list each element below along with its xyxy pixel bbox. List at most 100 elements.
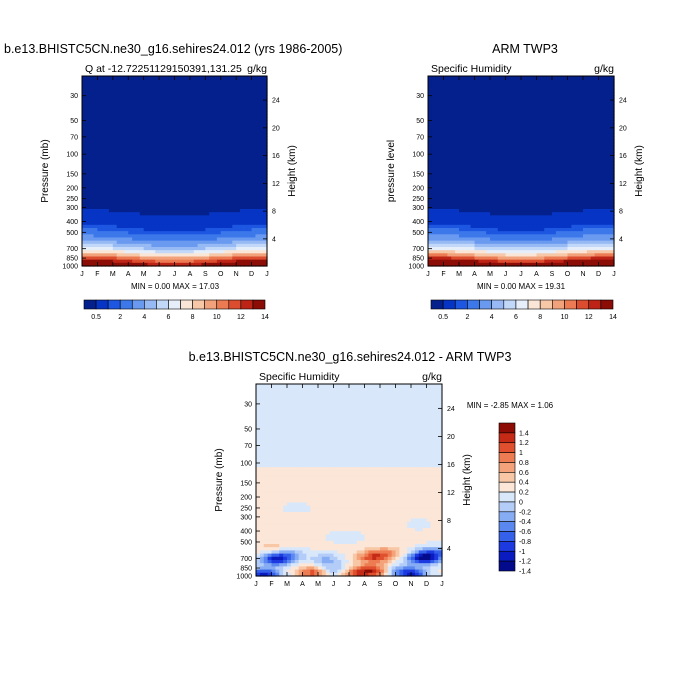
obs-field-cell [567, 136, 572, 140]
obs-field-cell [439, 76, 445, 80]
model-field-cell [108, 139, 114, 144]
obs-field-cell [575, 142, 580, 147]
obs-field-cell [447, 145, 452, 150]
model-field-cell [193, 95, 199, 99]
model-field-cell [135, 126, 141, 131]
obs-field-cell [447, 98, 452, 102]
obs-field-cell [474, 152, 479, 156]
obs-field-cell [606, 199, 611, 204]
model-field-cell [124, 152, 129, 156]
model-field-cell [143, 247, 149, 251]
model-field-cell [105, 209, 110, 213]
model-field-cell [213, 177, 218, 182]
obs-field-cell [536, 148, 541, 153]
model-field-cell [236, 237, 241, 242]
model-field-cell [232, 199, 237, 204]
model-field-cell [166, 104, 172, 109]
obs-field-cell [459, 82, 464, 87]
model-field-cell [155, 133, 160, 137]
model-field-cell [197, 155, 203, 159]
model-field-cell [105, 101, 110, 106]
model-field-cell [209, 155, 214, 159]
obs-field-cell [462, 205, 468, 210]
model-field-cell [209, 224, 214, 229]
model-field-cell [209, 95, 214, 99]
obs-field-cell [431, 76, 437, 80]
obs-field-cell [606, 164, 611, 169]
obs-field-cell [563, 110, 569, 115]
obs-field-cell [513, 199, 518, 204]
model-field-cell [186, 193, 191, 197]
model-field-cell [255, 85, 260, 90]
obs-field-cell [517, 199, 522, 204]
model-field-cell [97, 215, 102, 220]
model-field-cell [85, 171, 91, 175]
model-field-cell [255, 123, 260, 128]
obs-field-cell [571, 155, 576, 159]
obs-field-cell [455, 114, 460, 118]
obs-field-cell [521, 142, 526, 147]
obs-field-cell [521, 120, 526, 125]
model-field-cell [108, 174, 114, 178]
obs-field-cell [447, 174, 452, 178]
model-field-cell [228, 155, 233, 159]
obs-field-cell [563, 104, 569, 109]
model-field-cell [232, 76, 237, 80]
model-field-cell [170, 120, 176, 125]
obs-field-cell [536, 186, 541, 191]
model-field-cell [93, 101, 99, 106]
model-field-cell [213, 120, 218, 125]
obs-field-cell [443, 171, 448, 175]
obs-field-cell [478, 88, 483, 93]
obs-field-cell [501, 91, 507, 96]
model-field-cell [236, 148, 241, 153]
obs-field-cell [513, 76, 518, 80]
model-field-cell [251, 228, 257, 232]
model-field-cell [166, 228, 172, 232]
model-field-cell [97, 209, 102, 213]
obs-field-cell [528, 199, 534, 204]
model-field-cell [224, 148, 230, 153]
model-field-cell [189, 256, 195, 261]
model-field-cell [201, 253, 206, 258]
obs-field-cell [590, 91, 596, 96]
model-field-cell [82, 101, 87, 106]
model-field-cell [178, 212, 183, 216]
obs-field-cell [555, 167, 561, 172]
model-field-cell [193, 253, 199, 258]
model-field-cell [220, 164, 226, 169]
obs-field-cell [470, 142, 476, 147]
obs-field-cell [579, 193, 584, 197]
obs-field-cell [493, 76, 499, 80]
model-field-cell [182, 218, 187, 223]
model-field-cell [139, 237, 145, 242]
model-field-cell [128, 224, 133, 229]
obs-field-cell [513, 205, 518, 210]
model-field-cell [243, 231, 249, 235]
model-field-cell [174, 196, 179, 201]
model-field-cell [216, 250, 222, 254]
model-field-cell [155, 167, 160, 172]
model-field-cell [182, 177, 187, 182]
model-field-cell [101, 95, 106, 99]
obs-field-cell [524, 152, 530, 156]
model-field-cell [205, 145, 210, 150]
obs-field-cell [501, 101, 507, 106]
model-field-cell [151, 152, 156, 156]
model-field-cell [116, 91, 122, 96]
model-field-cell [82, 142, 87, 147]
obs-field-cell [462, 101, 468, 106]
model-field-cell [186, 262, 191, 267]
model-field-cell [147, 91, 152, 96]
obs-field-cell [602, 161, 607, 166]
obs-field-cell [474, 104, 479, 109]
model-field-cell [89, 117, 95, 121]
model-field-cell [124, 104, 129, 109]
model-field-cell [228, 231, 233, 235]
obs-field-cell [528, 126, 534, 131]
model-field-cell [259, 205, 264, 210]
obs-field-cell [466, 177, 472, 182]
obs-field-cell [559, 98, 565, 102]
model-field-cell [259, 171, 264, 175]
model-field-cell [251, 164, 257, 169]
